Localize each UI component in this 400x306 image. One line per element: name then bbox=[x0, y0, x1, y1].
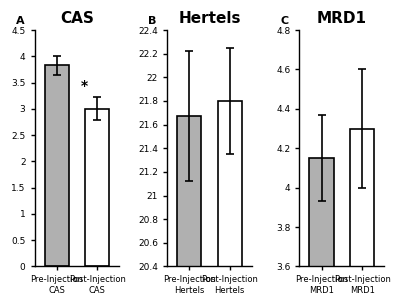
Title: CAS: CAS bbox=[60, 11, 94, 26]
Text: A: A bbox=[16, 16, 24, 26]
Bar bbox=[218, 101, 242, 306]
Bar bbox=[310, 158, 334, 306]
Bar bbox=[85, 109, 109, 267]
Text: B: B bbox=[148, 16, 157, 26]
Bar bbox=[45, 65, 69, 267]
Bar bbox=[350, 129, 374, 306]
Text: *: * bbox=[81, 79, 88, 93]
Bar bbox=[177, 116, 201, 306]
Text: C: C bbox=[281, 16, 289, 26]
Title: MRD1: MRD1 bbox=[317, 11, 367, 26]
Title: Hertels: Hertels bbox=[178, 11, 241, 26]
